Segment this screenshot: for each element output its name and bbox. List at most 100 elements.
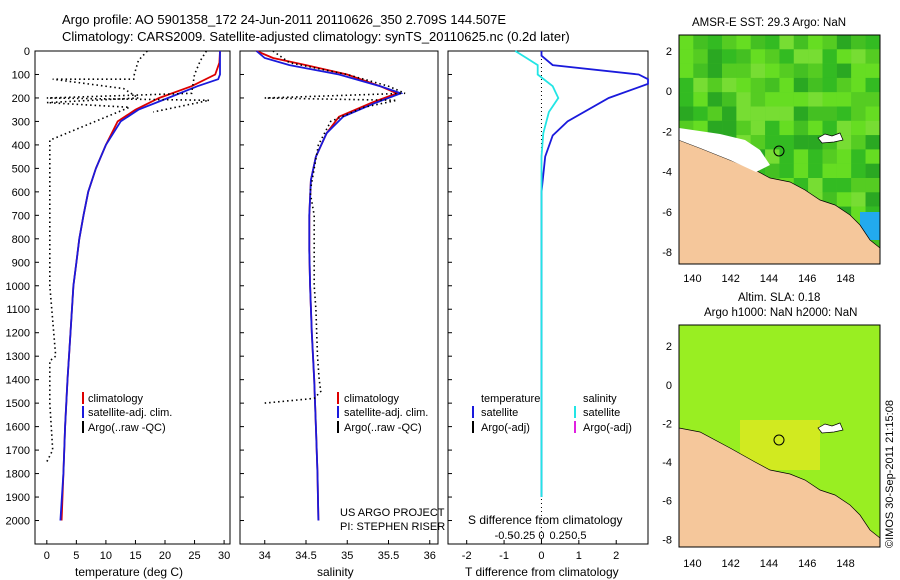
sst-tile bbox=[793, 149, 809, 164]
depth-tick-label: 1200 bbox=[6, 328, 30, 340]
sst-tile bbox=[822, 149, 837, 164]
sst-tile bbox=[722, 49, 737, 64]
depth-tick-label: 400 bbox=[12, 140, 30, 152]
sst-tile bbox=[836, 192, 852, 207]
sst-tile bbox=[822, 92, 837, 107]
sst-tile bbox=[736, 106, 751, 121]
x-tick-label: -1 bbox=[499, 550, 509, 562]
temperature-xlabel: temperature (deg C) bbox=[75, 565, 183, 579]
legend-s-sat-label: satellite bbox=[583, 407, 620, 419]
sst-land-white bbox=[679, 128, 770, 172]
sla-map-frame bbox=[678, 324, 881, 548]
t-diff-label: T difference from climatology bbox=[465, 565, 619, 579]
sst-tile bbox=[679, 106, 694, 121]
sst-tile bbox=[836, 120, 852, 136]
series-satellite-adj-clim- bbox=[59, 51, 221, 521]
map-lat-label: 2 bbox=[666, 341, 672, 353]
sst-tile bbox=[836, 49, 852, 64]
map-lat-label: 2 bbox=[666, 46, 672, 58]
s-diff-label: S difference from climatology bbox=[468, 513, 623, 527]
x-tick-label: 2 bbox=[613, 550, 619, 562]
sst-tile bbox=[865, 63, 880, 78]
map-lat-label: -8 bbox=[662, 534, 672, 546]
depth-tick-label: 2000 bbox=[6, 516, 30, 528]
sst-tile bbox=[851, 106, 866, 121]
sst-tile bbox=[707, 106, 723, 121]
depth-tick-label: 500 bbox=[12, 163, 30, 175]
depth-tick-label: 1000 bbox=[6, 281, 30, 293]
sst-tile bbox=[693, 63, 708, 78]
difference-legend: temperature satellite Argo(-adj) salinit… bbox=[472, 393, 632, 434]
x-tick-label-s: 0.25 bbox=[549, 530, 570, 542]
sst-tile bbox=[693, 49, 708, 64]
legend-argo-label: Argo(..raw -QC) bbox=[88, 422, 166, 434]
sst-tile bbox=[765, 35, 780, 50]
sla-map-title1: Altim. SLA: 0.18 bbox=[738, 292, 820, 304]
sst-tile bbox=[693, 77, 708, 93]
sst-tile bbox=[808, 178, 823, 193]
sst-tile bbox=[836, 77, 852, 93]
sst-island bbox=[817, 132, 844, 144]
x-tick-label: 34 bbox=[259, 550, 271, 562]
sst-tile bbox=[736, 35, 751, 50]
sst-tile bbox=[851, 178, 866, 193]
sst-tile bbox=[779, 49, 794, 64]
series-satellite-adj-clim- bbox=[255, 50, 404, 521]
x-tick-label: -2 bbox=[462, 550, 472, 562]
map-lat-label: -4 bbox=[662, 457, 672, 469]
map-lon-label: 144 bbox=[760, 558, 778, 570]
sst-tile bbox=[679, 92, 694, 107]
sst-tile bbox=[822, 163, 837, 179]
legend-t-sat-label: satellite bbox=[481, 407, 518, 419]
sst-tile bbox=[693, 92, 708, 107]
sst-tile bbox=[822, 77, 837, 93]
sst-tile bbox=[851, 149, 866, 164]
sst-tile bbox=[765, 106, 780, 121]
map-lat-label: -8 bbox=[662, 247, 672, 259]
sst-tile bbox=[851, 135, 866, 150]
x-tick-label: 0 bbox=[538, 550, 544, 562]
pi-label: PI: STEPHEN RISER bbox=[340, 521, 445, 533]
sst-tile bbox=[865, 92, 880, 107]
depth-tick-label: 200 bbox=[12, 93, 30, 105]
sst-tile bbox=[851, 63, 866, 78]
sst-tile bbox=[865, 35, 880, 50]
legend-clim-label: climatology bbox=[344, 393, 400, 405]
series-layer bbox=[46, 50, 649, 521]
sst-tile bbox=[865, 178, 880, 193]
panel-ticks: 0 5 10 15 20 25 30 34 34.5 35 35.5 36 -2 -1 0 1 2 -0.5-0.… bbox=[44, 51, 619, 562]
legend-sal-title: salinity bbox=[583, 393, 617, 405]
series-s-satellite bbox=[514, 50, 560, 497]
sst-tile bbox=[793, 92, 809, 107]
sst-tile bbox=[793, 120, 809, 136]
sst-tile bbox=[707, 49, 723, 64]
sst-tile bbox=[779, 63, 794, 78]
legend-s-argo-label: Argo(-adj) bbox=[583, 422, 632, 434]
x-tick-label: 35 bbox=[341, 550, 353, 562]
sst-tile bbox=[793, 135, 809, 150]
sst-tile bbox=[808, 49, 823, 64]
series-climatology bbox=[60, 50, 221, 521]
sst-tile bbox=[707, 120, 723, 136]
map-lat-label: -2 bbox=[662, 418, 672, 430]
sst-tile bbox=[865, 135, 880, 150]
map-lon-label: 140 bbox=[683, 273, 701, 285]
sst-argo-marker bbox=[773, 145, 785, 157]
x-tick-label: 1 bbox=[576, 550, 582, 562]
sst-tile bbox=[851, 192, 866, 207]
sst-tile bbox=[736, 63, 751, 78]
sst-tile bbox=[836, 149, 852, 164]
map-ticks: 140 140 142 142 144 144 146 146 148 148 2 2 0 0 -2 -2 -4… bbox=[662, 46, 855, 570]
sst-tile bbox=[750, 92, 766, 107]
sst-tile bbox=[693, 35, 708, 50]
sst-tile bbox=[750, 120, 766, 136]
sst-tile bbox=[722, 120, 737, 136]
map-lon-label: 148 bbox=[836, 273, 854, 285]
sst-tile bbox=[822, 106, 837, 121]
imos-stamp: ©IMOS 30-Sep-2011 21:15:08 bbox=[884, 400, 896, 548]
temperature-legend: climatology satellite-adj. clim. Argo(..… bbox=[82, 392, 172, 434]
legend-t-argo-label: Argo(-adj) bbox=[481, 422, 530, 434]
map-lat-label: -6 bbox=[662, 496, 672, 508]
sst-tile bbox=[722, 35, 737, 50]
sst-tile bbox=[693, 106, 708, 121]
